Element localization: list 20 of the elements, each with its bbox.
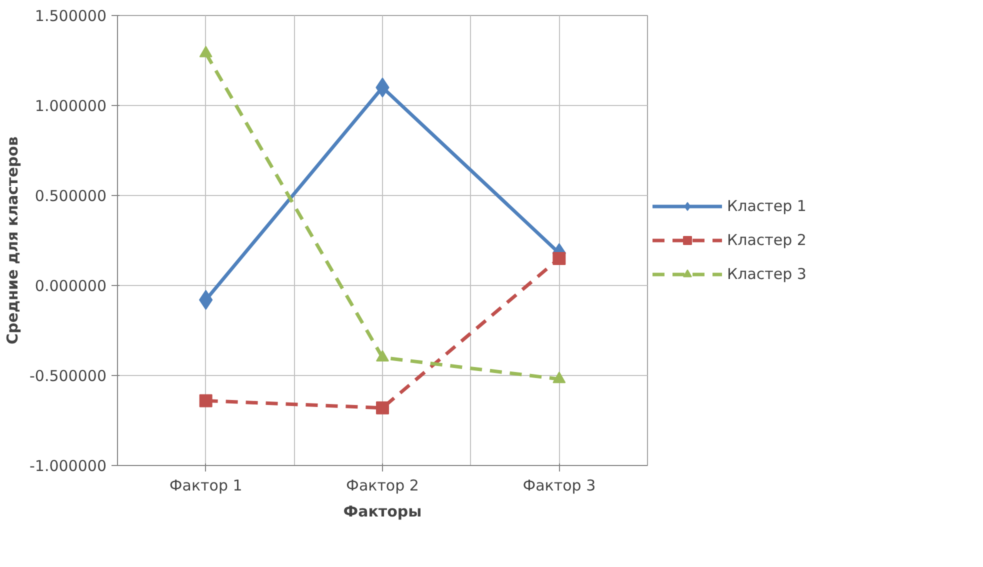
point [376, 401, 389, 414]
x-tick-label: Фактор 3 [522, 476, 596, 494]
y-tick-label: -0.500000 [30, 367, 107, 385]
y-tick-label: 1.000000 [34, 97, 107, 115]
y-tick-label: 0.000000 [34, 277, 107, 295]
point [552, 372, 566, 384]
x-tick-label: Фактор 2 [346, 476, 419, 494]
point [199, 394, 212, 408]
y-tick-label: -1.000000 [30, 457, 107, 475]
legend-label: Кластер 1 [727, 197, 806, 215]
y-tick-label: 0.500000 [34, 187, 107, 205]
x-tick-label: Фактор 1 [169, 476, 242, 494]
legend-label: Кластер 3 [727, 265, 806, 283]
point [376, 350, 389, 362]
point [552, 252, 566, 265]
legend-label: Кластер 2 [727, 231, 806, 249]
y-tick-label: 1.500000 [34, 7, 107, 25]
x-axis-title: Факторы [343, 502, 422, 520]
y-axis-title: Средние для кластеров [4, 136, 22, 344]
point [376, 78, 390, 98]
